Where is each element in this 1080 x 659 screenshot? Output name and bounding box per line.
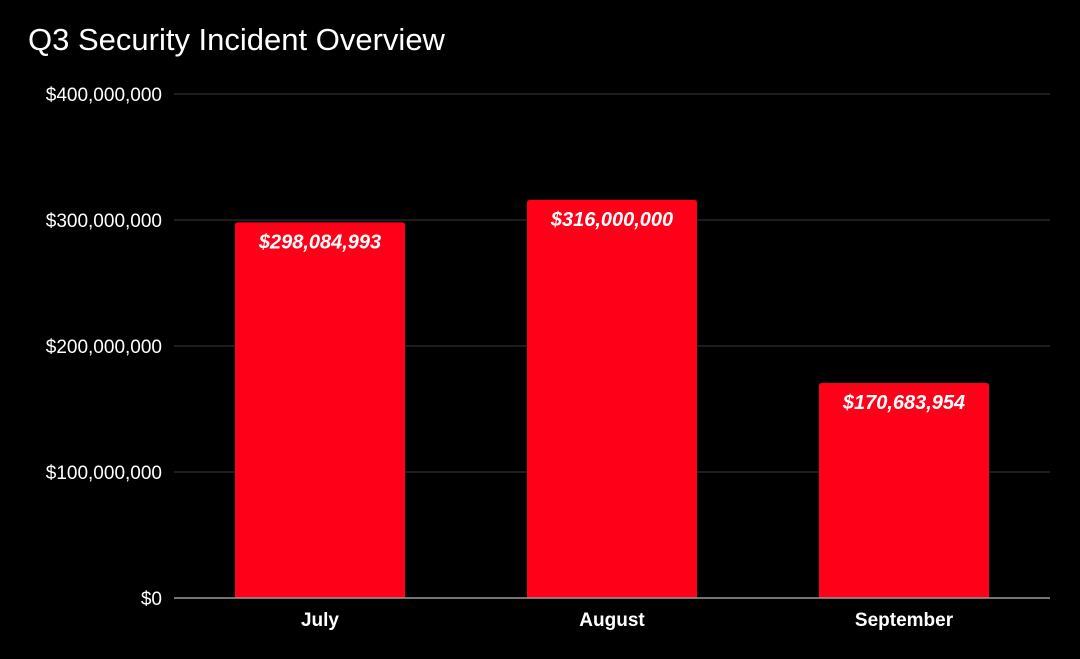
y-axis-tick-labels: $0 $100,000,000 $200,000,000 $300,000,000 $4… <box>46 85 162 610</box>
bar-august <box>527 199 697 598</box>
chart-title: Q3 Security Incident Overview <box>28 22 445 57</box>
y-tick-label: $300,000,000 <box>46 211 162 232</box>
x-category-label: July <box>301 610 339 631</box>
x-axis-category-labels: July August September <box>301 610 954 631</box>
y-tick-label: $200,000,000 <box>46 337 162 358</box>
data-labels: $298,084,993 $316,000,000 $170,683,954 <box>258 209 965 414</box>
x-category-label: August <box>579 610 645 631</box>
data-label-august: $316,000,000 <box>550 209 673 231</box>
x-category-label: September <box>855 610 954 631</box>
bars <box>235 199 989 598</box>
y-tick-label: $100,000,000 <box>46 463 162 484</box>
bar-july <box>235 222 405 598</box>
y-tick-label: $0 <box>141 589 162 610</box>
bar-september <box>819 382 989 598</box>
y-tick-label: $400,000,000 <box>46 85 162 106</box>
data-label-july: $298,084,993 <box>258 231 381 253</box>
data-label-september: $170,683,954 <box>842 392 965 414</box>
